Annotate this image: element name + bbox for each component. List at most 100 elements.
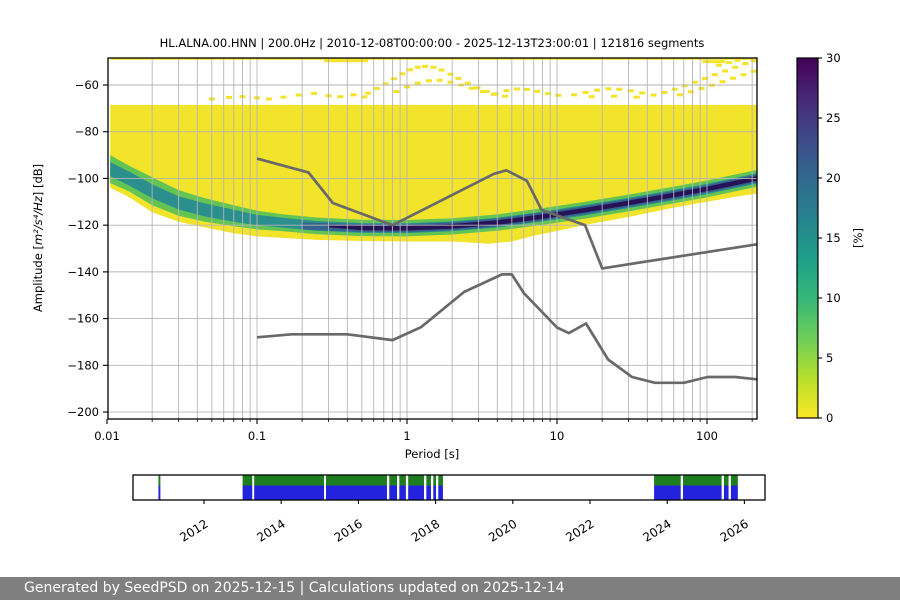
density-speckle: [715, 63, 722, 67]
density-speckle: [750, 59, 757, 63]
timeline-segment-blue: [325, 485, 387, 500]
density-speckle: [422, 64, 429, 68]
timeline-segment-blue: [433, 485, 436, 500]
density-speckle: [337, 95, 344, 99]
density-green-band: [110, 155, 757, 237]
timeline-segment-blue: [438, 485, 443, 500]
density-speckle: [391, 77, 398, 81]
timeline-segment-green: [683, 475, 722, 486]
ppsd-density-histogram: [110, 58, 757, 244]
y-axis-label: Amplitude [m²/s⁴/Hz] [dB]: [31, 164, 45, 312]
x-tick-label: 0.01: [94, 429, 120, 443]
grid-lines: [108, 58, 757, 419]
density-speckle: [698, 87, 705, 91]
timeline-year-label: 2014: [254, 517, 287, 545]
density-speckle: [382, 82, 389, 86]
x-tick-label: 1: [403, 429, 410, 443]
density-speckle: [414, 81, 421, 85]
timeline-segment-green: [438, 475, 443, 486]
density-speckle: [725, 61, 732, 65]
timeline-year-label: 2022: [563, 517, 596, 545]
density-speckle: [676, 93, 683, 97]
nhnm-line: [256, 157, 757, 270]
density-speckle: [414, 65, 421, 69]
density-speckle: [280, 95, 287, 99]
density-speckle: [661, 90, 668, 94]
density-speckle: [265, 97, 272, 101]
density-speckle: [691, 80, 698, 84]
timeline-segment-blue: [730, 485, 738, 500]
timeline-segment-blue: [158, 485, 161, 500]
density-speckle: [490, 92, 497, 96]
timeline-segment-green: [426, 475, 431, 486]
density-speckle: [455, 76, 462, 80]
timeline-segment-green: [325, 475, 387, 486]
density-speckle: [513, 87, 520, 91]
timeline-segment-green: [433, 475, 436, 486]
timeline-segment-green: [254, 475, 325, 486]
density-speckle: [468, 86, 475, 90]
x-axis-label: Period [s]: [405, 447, 459, 461]
density-speckle: [425, 79, 432, 83]
density-speckle: [483, 90, 490, 94]
density-speckle: [711, 73, 718, 77]
density-speckle: [436, 78, 443, 82]
density-speckle: [438, 68, 445, 72]
colorbar-tick-label: 0: [826, 411, 833, 425]
y-axis-label-pre: Amplitude [: [31, 245, 45, 312]
density-speckle: [588, 95, 595, 99]
density-speckle: [582, 90, 589, 94]
y-tick-label: −140: [67, 265, 99, 279]
colorbar-tick-label: 20: [826, 171, 841, 185]
density-speckle: [523, 87, 530, 91]
data-availability-timeline: 2012 2014 2016 2018 2020 2022 2024 2026: [132, 474, 766, 545]
density-top-strip: [110, 58, 757, 60]
y-tick-label: −80: [75, 125, 99, 139]
colorbar-tick-label: 5: [826, 351, 833, 365]
footer-text: Generated by SeedPSD on 2025-12-15 | Cal…: [24, 580, 565, 596]
density-speckle: [430, 65, 437, 69]
density-speckle: [719, 80, 726, 84]
density-speckle: [447, 72, 454, 76]
density-speckle: [399, 72, 406, 76]
timeline-segment-green: [158, 475, 161, 486]
density-speckle: [503, 89, 510, 93]
y-tick-label: −160: [67, 312, 99, 326]
timeline-year-label: 2024: [640, 517, 673, 545]
y-axis-label-post: ] [dB]: [31, 164, 45, 196]
colorbar: [%] 0 5 10 15 20 25 30: [796, 51, 865, 425]
nlnm-line: [256, 273, 757, 385]
density-speckle: [633, 95, 640, 99]
timeline-year-label: 2020: [486, 517, 519, 545]
footer-bar: Generated by SeedPSD on 2025-12-15 | Cal…: [0, 577, 900, 600]
timeline-year-label: 2018: [409, 517, 442, 545]
density-speckle: [605, 87, 612, 91]
y-tick-label: −120: [67, 218, 99, 232]
density-speckle: [671, 87, 678, 91]
density-speckle: [681, 84, 688, 88]
density-speckle: [732, 65, 739, 69]
timeline-segment-blue: [389, 485, 397, 500]
density-speckle: [393, 90, 400, 94]
x-tick-label: 0.1: [248, 429, 266, 443]
density-speckle: [225, 95, 232, 99]
timeline-segment-blue: [426, 485, 431, 500]
timeline-border: [132, 474, 766, 501]
colorbar-tick-label: 25: [826, 111, 841, 125]
colorbar-tick-label: 10: [826, 291, 841, 305]
x-tick-label: 100: [696, 429, 718, 443]
y-tick-label: −200: [67, 405, 99, 419]
timeline-segment-green: [242, 475, 253, 486]
x-tick-label: 10: [550, 429, 565, 443]
timeline-segment-green: [730, 475, 738, 486]
density-speckle: [407, 68, 414, 72]
density-speckle: [544, 92, 551, 96]
density-speckle: [571, 93, 578, 97]
axes: 0.01 0.1 1 10 100 −60 −80 −100 −120 −140 −160 −180 −…: [67, 57, 758, 443]
colorbar-gradient: [796, 57, 819, 419]
density-speckle: [742, 62, 749, 66]
density-speckle: [295, 93, 302, 97]
density-speckle: [501, 94, 508, 98]
timeline-segment-green: [723, 475, 729, 486]
